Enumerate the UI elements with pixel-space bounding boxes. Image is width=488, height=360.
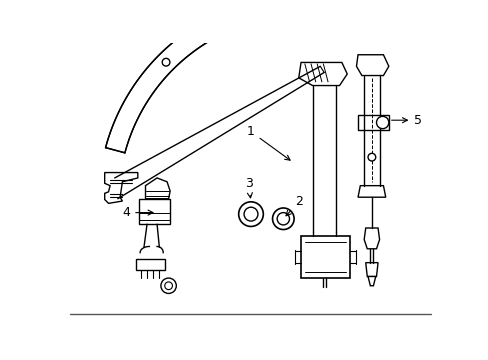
Circle shape (162, 58, 169, 66)
Text: 3: 3 (244, 177, 252, 198)
Circle shape (277, 213, 289, 225)
Circle shape (272, 208, 293, 230)
Polygon shape (145, 178, 170, 199)
Polygon shape (365, 263, 377, 276)
Polygon shape (357, 115, 388, 130)
Polygon shape (258, 0, 272, 30)
Text: 1: 1 (246, 125, 289, 160)
Circle shape (161, 278, 176, 293)
Polygon shape (356, 55, 388, 76)
Polygon shape (105, 0, 265, 153)
Polygon shape (367, 276, 375, 286)
Polygon shape (136, 259, 164, 270)
Circle shape (238, 202, 263, 226)
Circle shape (367, 153, 375, 161)
Circle shape (261, 5, 270, 15)
Polygon shape (104, 172, 138, 203)
Circle shape (244, 207, 257, 221)
Polygon shape (301, 236, 349, 278)
Polygon shape (364, 228, 379, 249)
Polygon shape (298, 62, 346, 86)
Text: 4: 4 (122, 206, 153, 219)
Polygon shape (139, 199, 170, 224)
Polygon shape (115, 66, 324, 199)
Text: 2: 2 (285, 195, 302, 216)
Circle shape (164, 282, 172, 289)
Circle shape (376, 116, 388, 129)
Polygon shape (357, 186, 385, 197)
Text: 5: 5 (391, 114, 421, 127)
